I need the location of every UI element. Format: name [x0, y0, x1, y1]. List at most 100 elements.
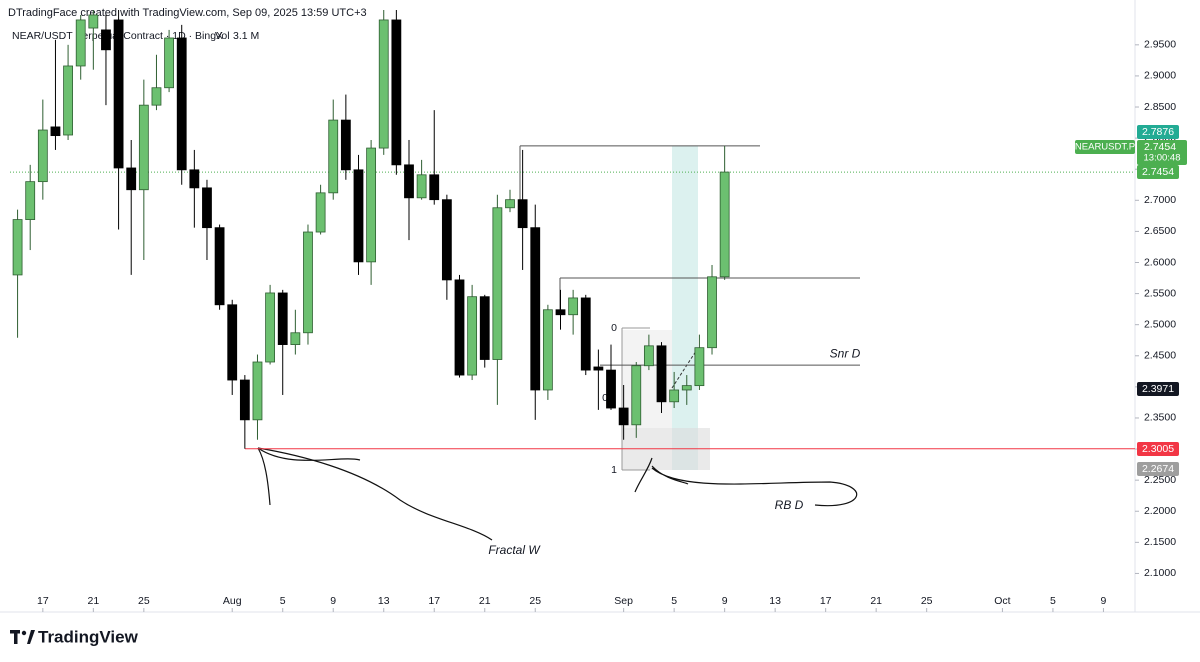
- x-tick-label: 21: [479, 595, 491, 607]
- x-tick-label: 25: [921, 595, 933, 607]
- candle-body: [656, 345, 667, 403]
- y-tick-label: 2.9500: [1144, 39, 1176, 51]
- candle-body: [643, 345, 654, 367]
- candle-body: [265, 292, 276, 363]
- level-label: Snr D: [830, 346, 861, 360]
- logo-icon: [10, 630, 35, 644]
- header: DTradingFace created with TradingView.co…: [8, 7, 367, 19]
- price-label: 2.7454: [1142, 166, 1174, 178]
- candle-body: [101, 29, 111, 51]
- symbol-price: 2.7454: [1144, 141, 1176, 153]
- candle-body: [505, 199, 515, 209]
- fib-label: 1: [611, 464, 617, 476]
- x-tick-label: 25: [529, 595, 541, 607]
- candle-body: [492, 207, 503, 360]
- candle-body: [441, 199, 452, 281]
- candle-body: [37, 129, 48, 183]
- candle-body: [618, 407, 629, 426]
- candle-body: [252, 361, 263, 421]
- candle-body: [391, 19, 402, 166]
- candle-body: [303, 231, 313, 334]
- x-tick-label: 21: [870, 595, 882, 607]
- x-tick-label: 17: [820, 595, 832, 607]
- candle-body: [416, 174, 427, 199]
- candle-body: [606, 369, 616, 409]
- candle-body: [530, 227, 541, 391]
- x-tick-label: 13: [769, 595, 781, 607]
- sketch-curve: [634, 457, 858, 507]
- candle-body: [189, 169, 200, 189]
- price-label-box: [1137, 462, 1179, 476]
- price-label-box: [1137, 125, 1179, 139]
- candle-body: [353, 169, 364, 263]
- y-tick-label: 2.8500: [1144, 101, 1176, 113]
- range-box: [672, 146, 698, 470]
- candle-body: [454, 279, 465, 376]
- candle-body: [315, 192, 326, 233]
- candle-body: [542, 309, 553, 391]
- x-tick-label: Oct: [994, 595, 1010, 607]
- candle-body: [707, 276, 717, 349]
- countdown: 13:00:48: [1144, 153, 1181, 164]
- candle-body: [328, 119, 339, 194]
- candle-body: [669, 389, 680, 403]
- candle-body: [113, 19, 124, 169]
- y-tick-label: 2.1000: [1144, 567, 1176, 579]
- candle-body: [568, 297, 579, 316]
- x-tick-label: Aug: [223, 595, 242, 607]
- candle-body: [555, 309, 566, 316]
- candle-body: [517, 199, 528, 229]
- candle-body: [694, 347, 705, 387]
- price-label-box: [1137, 382, 1179, 396]
- fib-label: 0: [611, 322, 617, 334]
- x-tick-label: 13: [378, 595, 390, 607]
- symbol-box: [1075, 140, 1135, 154]
- x-tick-label: 21: [87, 595, 99, 607]
- candle-body: [12, 219, 23, 276]
- candle-body: [404, 164, 414, 199]
- plot-area: [10, 10, 1135, 450]
- candle-body: [75, 19, 86, 67]
- candle-body: [593, 366, 604, 371]
- x-tick-label: 25: [138, 595, 150, 607]
- candle-body: [631, 365, 642, 426]
- candle-body: [429, 174, 440, 201]
- symbol-price-box: [1137, 140, 1187, 165]
- candle-body: [239, 379, 250, 421]
- price-label: 2.3005: [1142, 443, 1174, 455]
- candle-body: [719, 171, 730, 278]
- candle-body: [176, 37, 187, 171]
- y-tick-label: 2.9000: [1144, 70, 1176, 82]
- candle-body: [151, 87, 162, 106]
- candle-body: [25, 181, 36, 220]
- candle-body: [366, 147, 377, 263]
- annotation: Fractal W: [488, 543, 541, 557]
- candle-body: [214, 227, 225, 306]
- volume-label: Vol: [215, 30, 230, 42]
- price-label-box: [1137, 442, 1179, 456]
- x-tick-label: 5: [671, 595, 677, 607]
- symbol-name: NEARUSDT.P: [1075, 142, 1135, 153]
- candle-body: [340, 119, 351, 171]
- y-tick-label: 2.6000: [1144, 256, 1176, 268]
- candle-body: [138, 104, 149, 191]
- candle-body: [202, 187, 212, 229]
- y-tick-label: 2.5000: [1144, 318, 1176, 330]
- x-tick-label: 9: [722, 595, 728, 607]
- volume-value: 3.1 M: [233, 30, 259, 42]
- trend-line: [671, 347, 699, 389]
- candle-body: [227, 304, 238, 381]
- y-tick-label: 2.2500: [1144, 474, 1176, 486]
- candle-body: [467, 296, 478, 376]
- x-tick-label: 9: [1101, 595, 1107, 607]
- candle-body: [277, 292, 288, 345]
- candle-body: [681, 385, 692, 391]
- y-tick-label: 2.6500: [1144, 225, 1176, 237]
- candle-body: [164, 37, 174, 89]
- candle-body: [63, 65, 73, 136]
- sketch-curve: [257, 447, 493, 541]
- candle-body: [50, 126, 61, 137]
- x-tick-label: 9: [330, 595, 336, 607]
- price-label: 2.7876: [1142, 126, 1174, 138]
